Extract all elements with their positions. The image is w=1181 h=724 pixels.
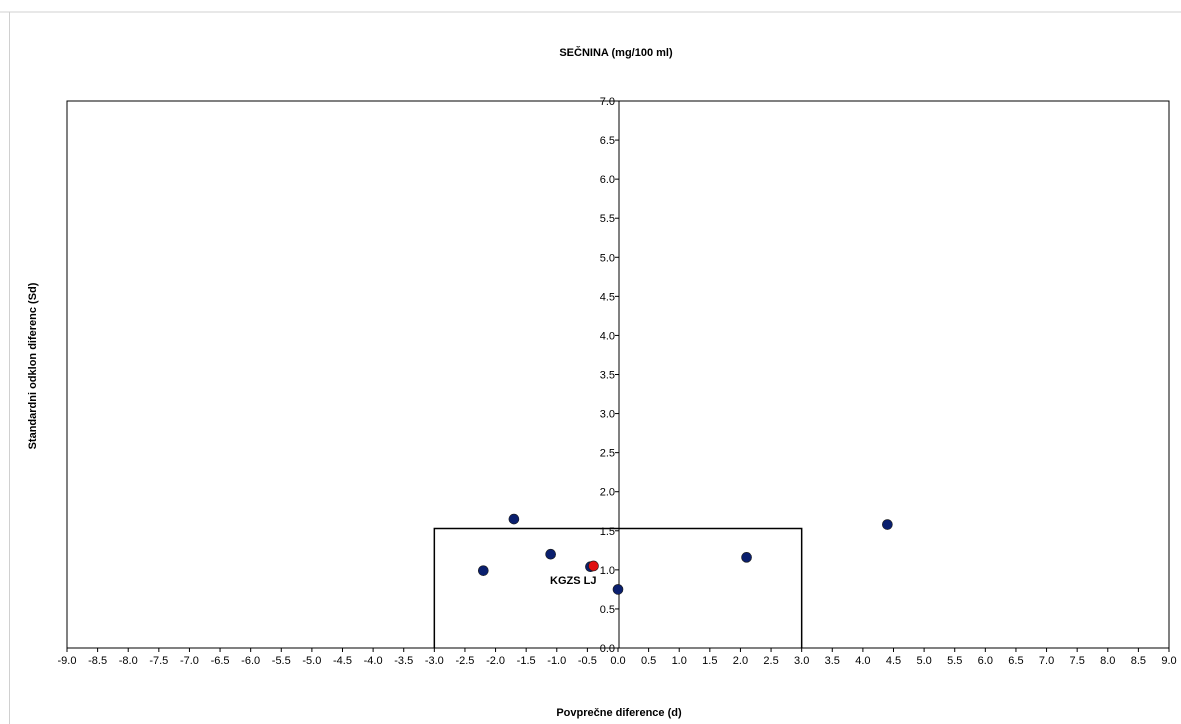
x-tick-label: -2.0 [486,655,505,667]
x-tick-label: -5.5 [272,655,291,667]
x-tick-label: 3.5 [825,655,840,667]
x-tick-label: -5.0 [302,655,321,667]
x-tick-label: -6.5 [211,655,230,667]
y-tick-label: 7.0 [600,96,615,108]
limit-box [433,527,803,648]
x-tick-label: 1.0 [672,655,687,667]
y-tick-label: 5.5 [600,213,615,225]
data-point [612,584,624,595]
y-tick-label: 0.0 [600,643,615,655]
x-tick-label: -3.0 [425,655,444,667]
annotations: KGZS LJ [550,575,596,587]
y-tick-label: 6.5 [600,135,615,147]
data-point [882,519,893,530]
limit-box-outline [433,527,803,648]
x-tick-label: 7.0 [1039,655,1054,667]
y-tick-label: 4.5 [600,291,615,303]
x-tick-label: 5.0 [916,655,931,667]
x-tick-label: -7.0 [180,655,199,667]
x-tick-label: -9.0 [58,655,77,667]
x-tick-label: -3.5 [394,655,413,667]
x-axis: -9.0 -8.5 -8.0 -7.5 -7.0 -6.5 -6.0 -5.5 -5.0 -4.5… [58,647,1177,667]
x-tick-label: 5.5 [947,655,962,667]
x-tick-label: 7.5 [1070,655,1085,667]
x-tick-label: 6.0 [978,655,993,667]
x-tick-label: -2.5 [455,655,474,667]
y-tick-label: 3.5 [600,370,615,382]
data-points [478,513,893,595]
data-point [741,552,752,563]
x-tick-label: -8.0 [119,655,138,667]
x-tick-label: -7.5 [149,655,168,667]
y-tick-label: 2.5 [600,448,615,460]
x-tick-label: -6.0 [241,655,260,667]
x-tick-label: 4.5 [886,655,901,667]
x-tick-label: 9.0 [1161,655,1176,667]
x-tick-label: 3.0 [794,655,809,667]
data-point [478,565,489,576]
y-tick-label: 6.0 [600,174,615,186]
chart-title: SEČNINA (mg/100 ml) [559,46,673,59]
x-tick-label: -4.0 [364,655,383,667]
y-tick-label: 4.0 [600,330,615,342]
y-tick-label: 3.0 [600,409,615,421]
x-tick-label: 8.5 [1131,655,1146,667]
y-tick-label: 5.0 [600,252,615,264]
y-tick-label: 2.0 [600,487,615,499]
x-tick-label: -8.5 [88,655,107,667]
x-axis-title: Povprečne diference (d) [556,707,682,719]
point-annotation-label: KGZS LJ [550,575,596,587]
x-tick-label: 2.5 [763,655,778,667]
data-point [545,548,556,560]
y-axis: 0.0 0.5 1.0 1.5 2.0 2.5 3.0 3.5 4.0 4.5 5.0 5.5 6.0 6… [600,96,620,655]
x-tick-label: 2.0 [733,655,748,667]
x-tick-label: -1.5 [517,655,536,667]
y-axis-title: Standardni odklon diferenc (Sd) [27,282,39,449]
y-tick-label: 0.5 [600,604,615,616]
x-tick-label: 0.0 [610,655,625,667]
x-tick-label: -1.0 [547,655,566,667]
x-tick-label: 4.0 [855,655,870,667]
data-point [508,513,520,525]
x-tick-label: 8.0 [1100,655,1115,667]
x-tick-label: 0.5 [641,655,656,667]
data-point [588,560,599,572]
y-tick-label: 1.0 [600,565,615,577]
x-tick-label: -4.5 [333,655,352,667]
y-tick-label: 1.5 [600,526,615,538]
x-tick-label: 6.5 [1008,655,1023,667]
x-tick-label: 1.5 [702,655,717,667]
x-tick-label: -0.5 [578,655,597,667]
